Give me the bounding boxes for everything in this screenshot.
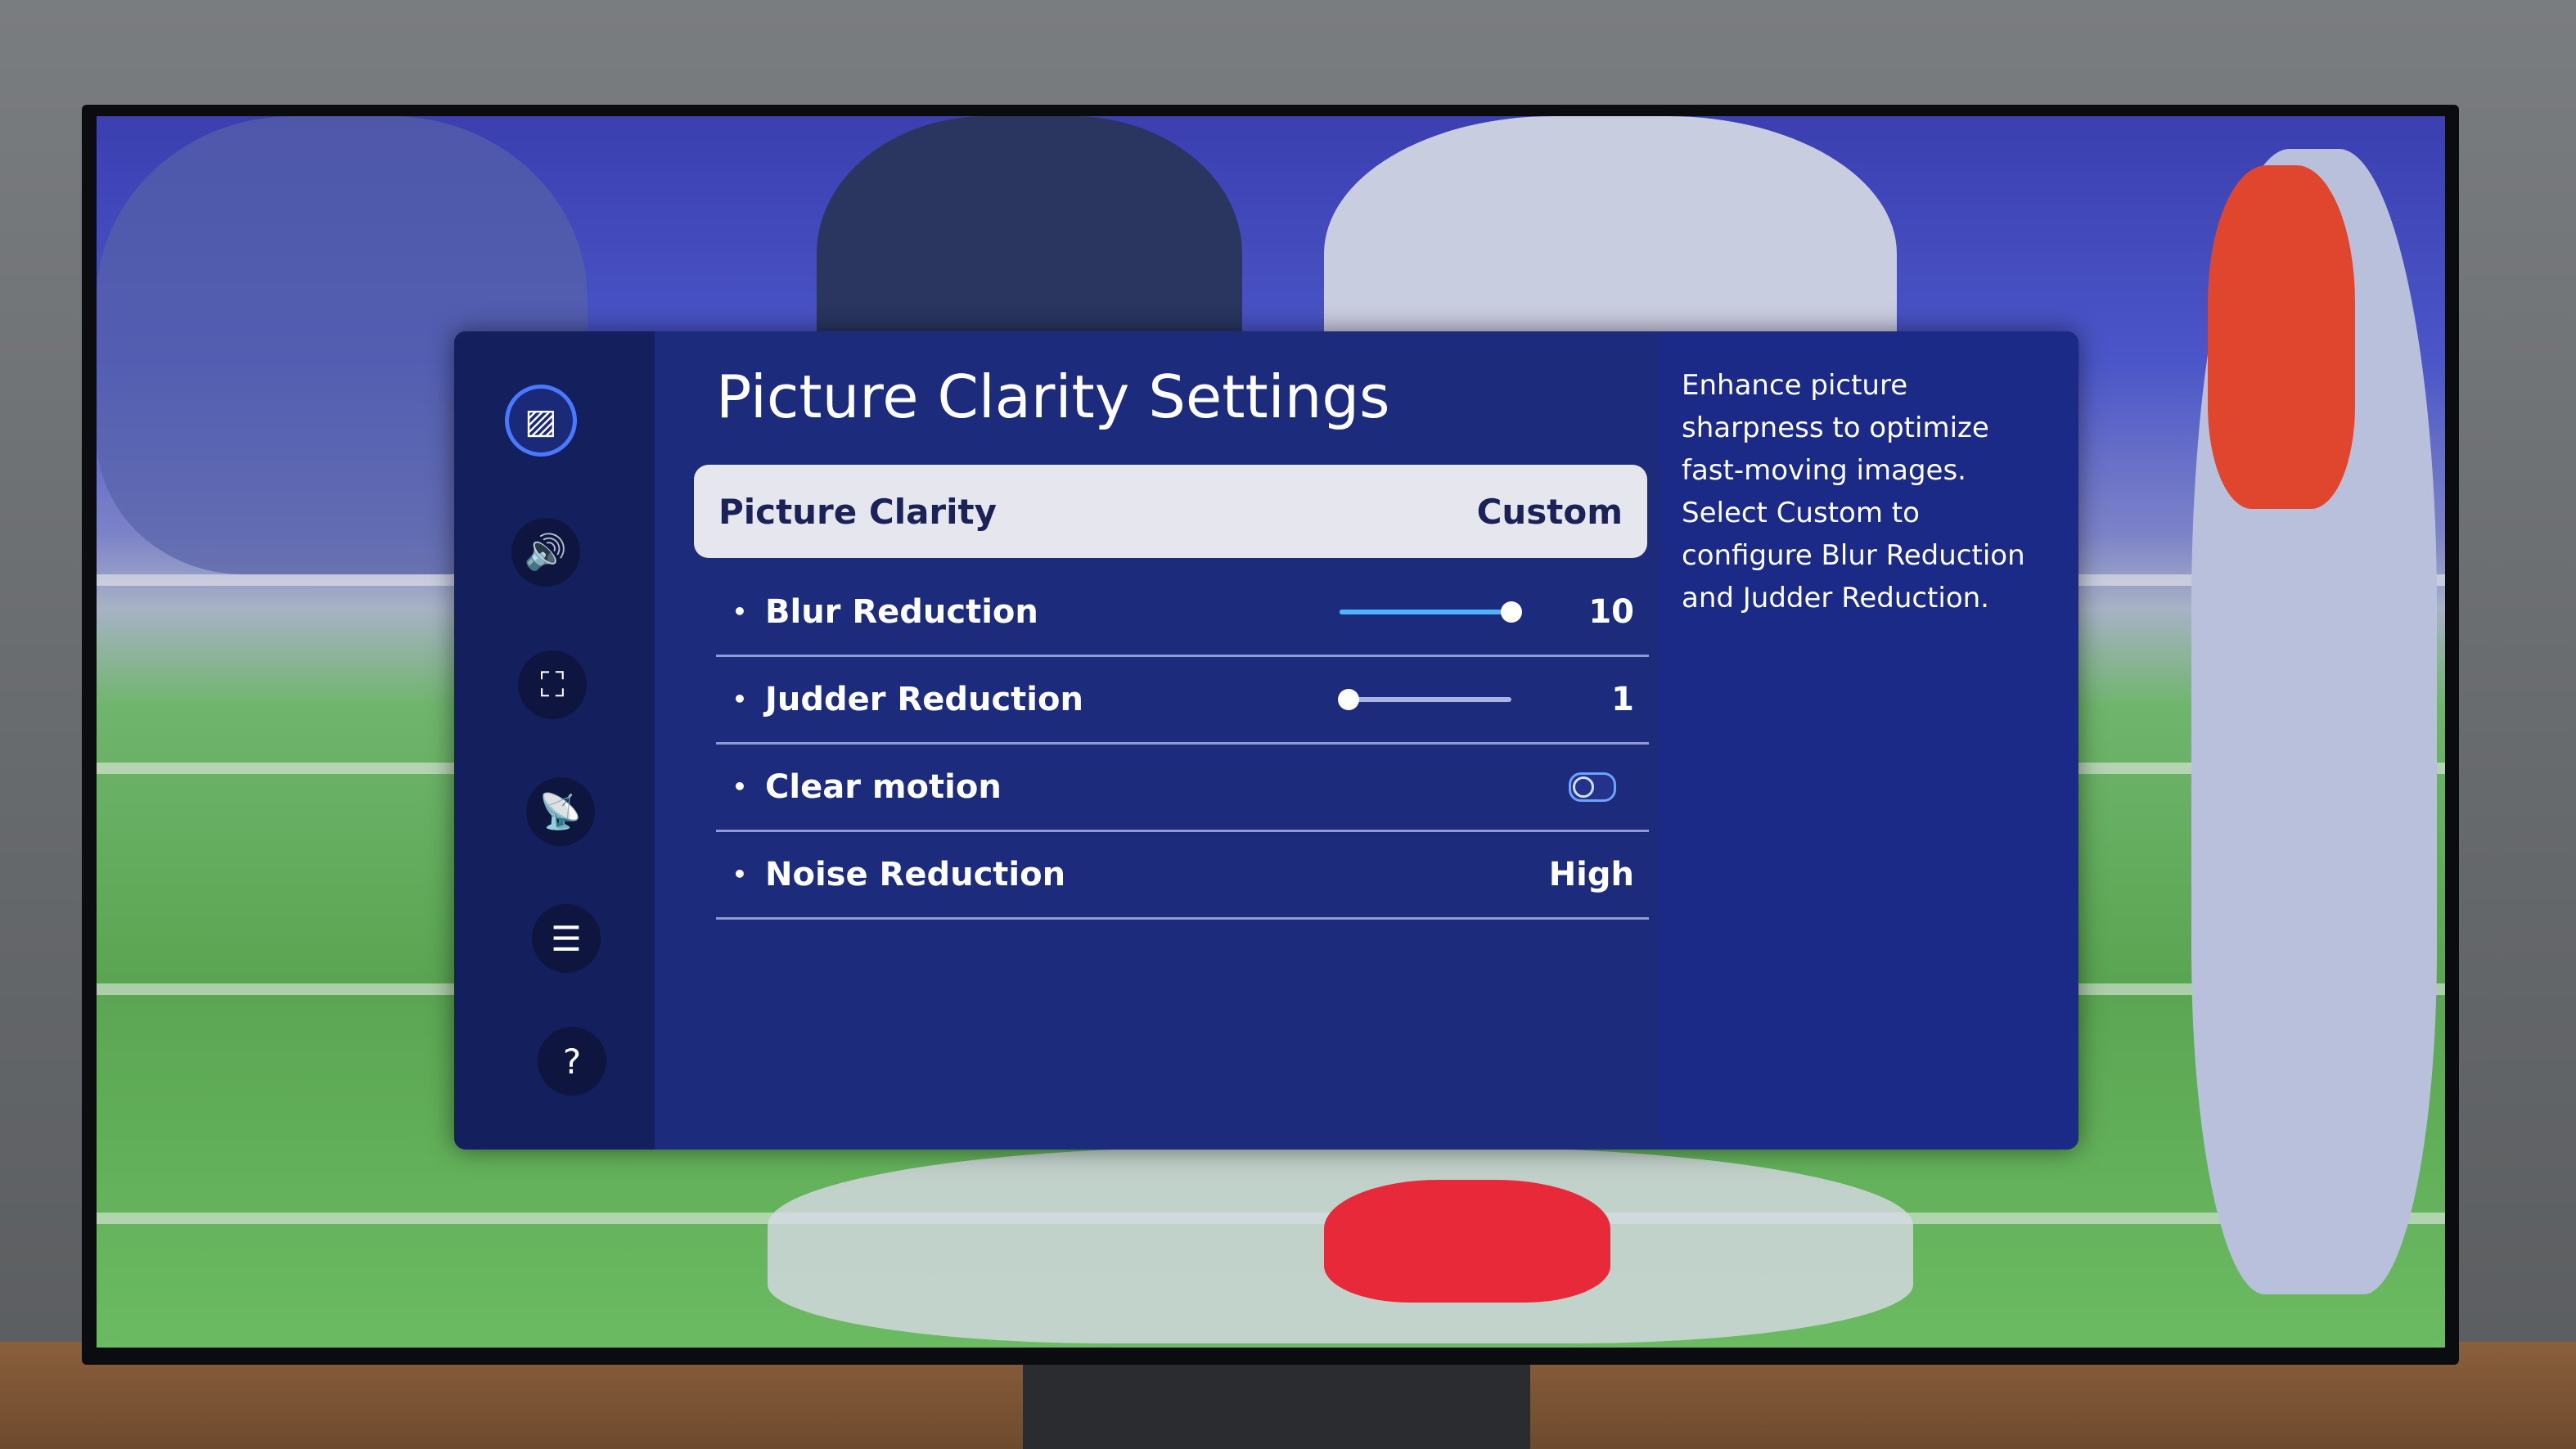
picture-clarity-label: Picture Clarity — [718, 491, 997, 532]
judder-reduction-label: Judder Reduction — [765, 680, 1083, 718]
connection-icon[interactable]: ⛶ — [518, 650, 587, 719]
blur-reduction-label: Blur Reduction — [765, 592, 1038, 631]
blur-reduction-value: 10 — [1588, 592, 1634, 631]
help-panel: Enhance picture sharpness to optimize fa… — [1661, 331, 2078, 1150]
clear-motion-row[interactable]: • Clear motion — [716, 744, 1649, 832]
picture-clarity-settings-panel: ▨ 🔊 ⛶ 📡 ☰ ? Picture Clarity Settings Pic… — [454, 331, 2078, 1150]
picture-clarity-row[interactable]: Picture Clarity Custom — [694, 465, 1647, 558]
blur-reduction-row[interactable]: • Blur Reduction 10 — [716, 569, 1649, 657]
slider-thumb[interactable] — [1501, 601, 1522, 623]
sound-icon[interactable]: 🔊 — [511, 518, 580, 587]
settings-sidebar: ▨ 🔊 ⛶ 📡 ☰ ? — [454, 331, 661, 1150]
help-description: Enhance picture sharpness to optimize fa… — [1682, 369, 2025, 614]
noise-reduction-row[interactable]: • Noise Reduction High — [716, 831, 1649, 920]
connection-icon-glyph: ⛶ — [540, 664, 565, 704]
broadcasting-icon[interactable]: 📡 — [526, 777, 595, 846]
clear-motion-toggle[interactable] — [1569, 772, 1616, 802]
accessibility-icon-glyph: ☰ — [551, 918, 582, 959]
sound-icon-glyph: 🔊 — [524, 532, 568, 572]
picture-icon[interactable]: ▨ — [505, 385, 577, 457]
broadcasting-icon-glyph: 📡 — [538, 791, 583, 831]
picture-clarity-value: Custom — [1476, 491, 1623, 532]
bullet: • — [732, 598, 747, 625]
picture-icon-glyph: ▨ — [525, 400, 557, 441]
slider-fill — [1340, 609, 1511, 614]
noise-reduction-value: High — [1548, 855, 1634, 893]
judder-reduction-row[interactable]: • Judder Reduction 1 — [716, 656, 1649, 745]
support-icon[interactable]: ? — [538, 1027, 606, 1096]
support-icon-glyph: ? — [562, 1041, 582, 1082]
judder-reduction-value: 1 — [1611, 680, 1634, 718]
toggle-knob — [1573, 776, 1594, 798]
accessibility-icon[interactable]: ☰ — [532, 904, 601, 973]
clear-motion-label: Clear motion — [765, 767, 1002, 806]
slider-thumb[interactable] — [1337, 688, 1359, 710]
settings-main: Picture Clarity Settings Picture Clarity… — [655, 331, 1661, 1150]
noise-reduction-label: Noise Reduction — [765, 855, 1066, 893]
player — [2208, 165, 2355, 509]
blur-reduction-slider[interactable] — [1340, 601, 1522, 623]
bullet: • — [732, 861, 747, 888]
cleats — [1324, 1180, 1610, 1303]
judder-reduction-slider[interactable] — [1337, 688, 1511, 710]
bullet: • — [732, 686, 747, 713]
page-title: Picture Clarity Settings — [716, 362, 1390, 431]
bullet: • — [732, 773, 747, 800]
